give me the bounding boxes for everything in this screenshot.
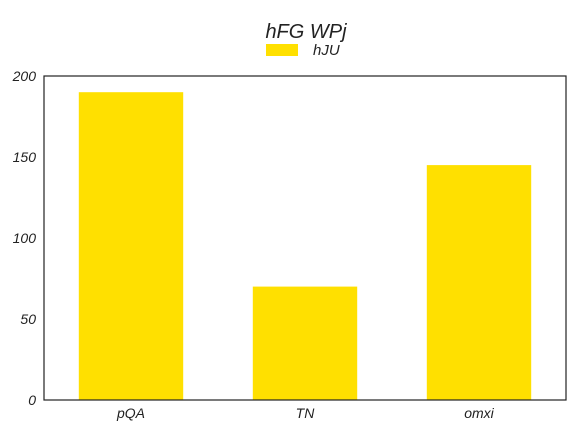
legend: hJU (266, 42, 340, 59)
bar-TN (252, 286, 358, 400)
y-tick-label: 50 (20, 311, 36, 327)
legend-label-hJU: hJU (313, 42, 340, 59)
x-tick-label: TN (296, 405, 316, 421)
y-tick-label: 200 (12, 68, 37, 84)
y-tick-label: 100 (13, 230, 37, 246)
bar-omxi (426, 165, 532, 400)
legend-swatch-hJU (266, 44, 298, 56)
chart-title: hFG WPj (265, 21, 347, 43)
x-tick-label: pQA (116, 405, 145, 421)
y-tick-label: 0 (28, 392, 36, 408)
x-tick-label: omxi (464, 405, 494, 421)
y-axis-ticks: 0 50 100 150 200 (12, 68, 37, 408)
bars-group (78, 92, 532, 400)
bar-pQA (78, 92, 184, 400)
x-axis-ticks: pQA TN omxi (116, 405, 495, 421)
y-tick-label: 150 (13, 149, 37, 165)
plot-frame (43, 75, 567, 401)
